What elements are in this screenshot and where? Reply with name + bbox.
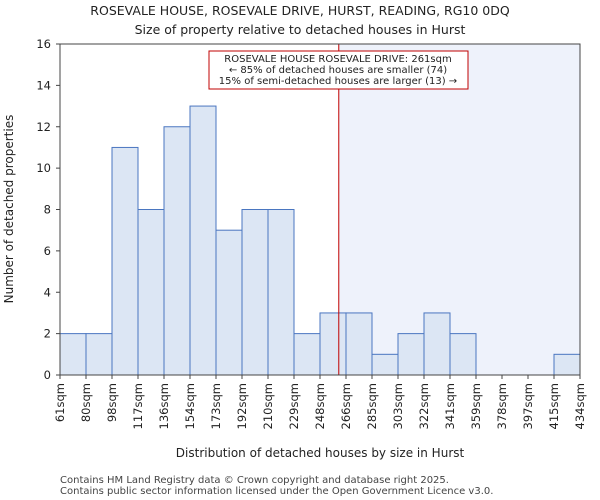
bar-210sqm: [267, 209, 295, 376]
x-tick-label: 61sqm: [53, 383, 67, 422]
x-tick-label: 229sqm: [287, 383, 301, 429]
annotation-line-3: 15% of semi-detached houses are larger (…: [219, 76, 457, 87]
bar-322sqm: [423, 312, 451, 376]
bar-98sqm: [111, 146, 139, 376]
annotation-box: ROSEVALE HOUSE ROSEVALE DRIVE: 261sqm ← …: [208, 50, 469, 90]
x-tick-label: 136sqm: [157, 383, 171, 429]
x-tick-label: 359sqm: [469, 383, 483, 429]
x-tick-label: 322sqm: [417, 383, 431, 429]
x-tick-label: 415sqm: [547, 383, 561, 429]
x-axis: 61sqm 80sqm 98sqm 117sqm 136sqm 154sqm 173sqm 1…: [53, 375, 587, 429]
y-axis-label: Number of detached properties: [2, 115, 16, 304]
annotation-line-1: ROSEVALE HOUSE ROSEVALE DRIVE: 261sqm: [224, 54, 451, 65]
y-tick-label: 8: [44, 203, 51, 217]
y-tick-label: 2: [44, 327, 51, 341]
y-tick-label: 6: [44, 244, 51, 258]
bar-173sqm: [215, 229, 243, 376]
x-tick-label: 248sqm: [313, 383, 327, 429]
bars-layer: [59, 105, 581, 376]
bar-61sqm: [59, 333, 87, 376]
x-tick-label: 173sqm: [209, 383, 223, 429]
x-tick-label: 378sqm: [495, 383, 509, 429]
annotation-line-2: ← 85% of detached houses are smaller (74…: [229, 65, 447, 76]
x-tick-label: 117sqm: [131, 383, 145, 429]
bar-117sqm: [137, 209, 165, 376]
bar-248sqm: [319, 312, 347, 376]
y-tick-label: 4: [44, 285, 51, 299]
footer-line-1: Contains HM Land Registry data © Crown c…: [60, 475, 449, 486]
shaded-region: [338, 44, 580, 375]
y-axis: 0 2 4 6 8 10 12 14 16: [36, 37, 60, 382]
x-tick-label: 397sqm: [521, 383, 535, 429]
x-axis-label: Distribution of detached houses by size …: [176, 446, 465, 460]
bar-136sqm: [163, 126, 191, 376]
bar-266sqm: [345, 312, 373, 376]
x-tick-label: 285sqm: [365, 383, 379, 429]
annotation-frame: [208, 50, 469, 90]
bar-415sqm: [553, 353, 581, 376]
x-tick-label: 154sqm: [183, 383, 197, 429]
bar-303sqm: [397, 333, 425, 376]
x-tick-label: 98sqm: [105, 383, 119, 422]
bar-341sqm: [449, 333, 477, 376]
shaded-region-layer: [338, 44, 580, 375]
x-tick-label: 192sqm: [235, 383, 249, 429]
chart-subtitle: Size of property relative to detached ho…: [135, 22, 466, 37]
bar-229sqm: [293, 333, 321, 376]
bar-80sqm: [85, 333, 113, 376]
y-tick-label: 14: [36, 78, 51, 92]
bar-192sqm: [241, 209, 269, 376]
x-tick-label: 266sqm: [339, 383, 353, 429]
y-tick-label: 12: [36, 120, 51, 134]
footer-line-2: Contains public sector information licen…: [60, 486, 493, 497]
x-tick-label: 303sqm: [391, 383, 405, 429]
bar-285sqm: [371, 353, 399, 376]
x-tick-label: 210sqm: [261, 383, 275, 429]
y-tick-label: 0: [44, 368, 51, 382]
x-tick-label: 434sqm: [573, 383, 587, 429]
y-tick-label: 10: [36, 161, 51, 175]
chart-title: ROSEVALE HOUSE, ROSEVALE DRIVE, HURST, R…: [90, 3, 510, 18]
bar-154sqm: [189, 105, 217, 376]
x-tick-label: 341sqm: [443, 383, 457, 429]
y-tick-label: 16: [36, 37, 51, 51]
x-tick-label: 80sqm: [79, 383, 93, 422]
